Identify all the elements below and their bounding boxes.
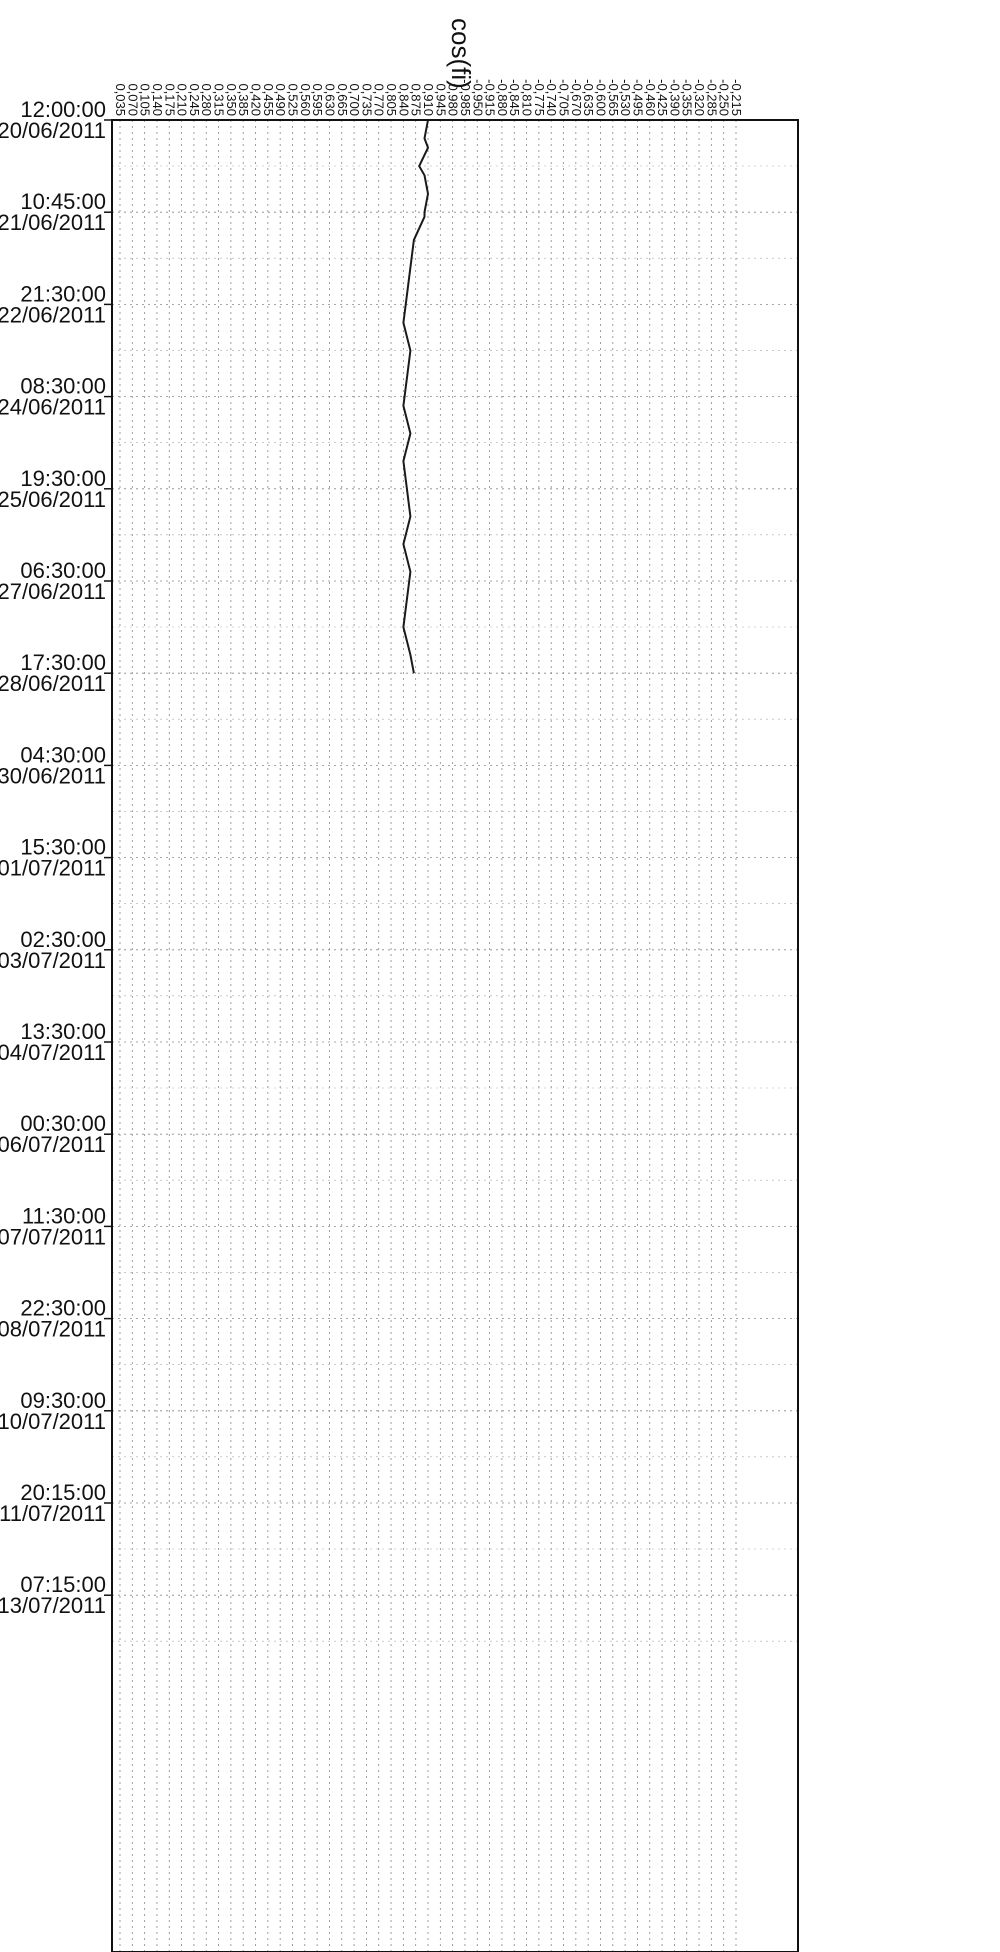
x-tick-label: 0,070 xyxy=(125,83,140,116)
x-tick-labels: 0,0350,0700,1050,1400,1750,2100,2450,280… xyxy=(113,79,744,116)
x-tick-label: 0,770 xyxy=(372,83,387,116)
y-tick-date: 24/06/2011 xyxy=(0,395,106,420)
x-tick-label: 0,210 xyxy=(175,83,190,116)
y-tick-time: 02:30:00 xyxy=(20,927,106,952)
y-tick-date: 22/06/2011 xyxy=(0,302,106,327)
y-tick-date: 04/07/2011 xyxy=(0,1040,106,1065)
y-tick-time: 09:30:00 xyxy=(20,1388,106,1413)
plot-frame xyxy=(111,119,799,1952)
x-tick-label: 0,385 xyxy=(236,83,251,116)
x-tick-label: 0,455 xyxy=(261,83,276,116)
x-tick-label: -0,320 xyxy=(692,79,707,116)
x-tick-label: 0,700 xyxy=(347,83,362,116)
x-tick-label: -0,285 xyxy=(704,79,719,116)
y-tick-date: 27/06/2011 xyxy=(0,579,106,604)
x-tick-label: -0,530 xyxy=(618,79,633,116)
grid xyxy=(104,119,798,1952)
x-tick-label: 0,560 xyxy=(298,83,313,116)
y-tick-date: 30/06/2011 xyxy=(0,763,106,788)
y-tick-time: 11:30:00 xyxy=(22,1203,106,1228)
y-tick-date: 11/07/2011 xyxy=(0,1501,106,1526)
x-tick-label: 0,735 xyxy=(359,83,374,116)
x-tick-label: -0,565 xyxy=(606,79,621,116)
y-tick-date: 06/07/2011 xyxy=(0,1132,106,1157)
y-tick-time: 13:30:00 xyxy=(20,1019,106,1044)
y-tick-time: 22:30:00 xyxy=(20,1296,106,1321)
x-tick-label: 0,105 xyxy=(138,83,153,116)
x-tick-label: 0,595 xyxy=(310,83,325,116)
x-tick-label: 0,350 xyxy=(224,83,239,116)
y-tick-date: 01/07/2011 xyxy=(0,856,106,881)
x-tick-label: -0,460 xyxy=(643,79,658,116)
traces xyxy=(402,119,430,674)
x-tick-label: 0,945 xyxy=(433,83,448,116)
x-tick-label: -0,880 xyxy=(495,79,510,116)
x-tick-label: 0,840 xyxy=(396,83,411,116)
x-tick-label: 0,490 xyxy=(273,83,288,116)
x-tick-label: 0,630 xyxy=(322,83,337,116)
y-tick-time: 04:30:00 xyxy=(20,742,106,767)
x-tick-label: -0,740 xyxy=(544,79,559,116)
y-tick-time: 15:30:00 xyxy=(20,835,106,860)
y-tick-time: 07:15:00 xyxy=(20,1572,106,1597)
x-tick-label: 0,140 xyxy=(150,83,165,116)
y-tick-date: 03/07/2011 xyxy=(0,948,106,973)
x-tick-label: 0,315 xyxy=(212,83,227,116)
x-tick-label: -0,670 xyxy=(569,79,584,116)
x-tick-label: -0,495 xyxy=(630,79,645,116)
x-tick-label: 0,420 xyxy=(249,83,264,116)
y-tick-time: 06:30:00 xyxy=(20,558,106,583)
y-tick-date: 21/06/2011 xyxy=(0,210,106,235)
y-tick-time: 10:45:00 xyxy=(20,189,106,214)
x-tick-label: -0,985 xyxy=(458,79,473,116)
x-tick-label: -0,915 xyxy=(483,79,498,116)
y-tick-time: 21:30:00 xyxy=(20,281,106,306)
x-tick-label: -0,355 xyxy=(680,79,695,116)
y-tick-time: 00:30:00 xyxy=(20,1111,106,1136)
y-tick-date: 25/06/2011 xyxy=(0,487,106,512)
series-line xyxy=(402,119,430,674)
y-tick-time: 08:30:00 xyxy=(20,374,106,399)
x-tick-label: -0,390 xyxy=(667,79,682,116)
x-tick-label: 0,910 xyxy=(421,83,436,116)
y-tick-date: 08/07/2011 xyxy=(0,1317,106,1342)
x-tick-label: -0,425 xyxy=(655,79,670,116)
x-tick-label: -0,215 xyxy=(729,79,744,116)
x-tick-label: -0,600 xyxy=(593,79,608,116)
y-tick-date: 07/07/2011 xyxy=(0,1224,106,1249)
x-tick-label: -0,810 xyxy=(520,79,535,116)
y-tick-date: 28/06/2011 xyxy=(0,671,106,696)
y-tick-time: 17:30:00 xyxy=(20,650,106,675)
x-tick-label: 0,980 xyxy=(446,83,461,116)
x-tick-label: -0,775 xyxy=(532,79,547,116)
x-tick-label: -0,950 xyxy=(470,79,485,116)
y-tick-time: 20:15:00 xyxy=(20,1480,106,1505)
y-tick-date: 10/07/2011 xyxy=(0,1409,106,1434)
x-tick-label: -0,845 xyxy=(507,79,522,116)
y-tick-time: 12:00:00 xyxy=(20,97,106,122)
x-tick-label: 0,280 xyxy=(199,83,214,116)
x-tick-label: -0,705 xyxy=(557,79,572,116)
x-tick-label: 0,175 xyxy=(162,83,177,116)
x-tick-label: 0,035 xyxy=(113,83,128,116)
chart-title: cos(fi) xyxy=(446,18,476,89)
x-tick-label: -0,635 xyxy=(581,79,596,116)
y-tick-time: 19:30:00 xyxy=(20,466,106,491)
x-tick-label: 0,245 xyxy=(187,83,202,116)
x-tick-label: 0,875 xyxy=(409,83,424,116)
x-tick-label: 0,665 xyxy=(335,83,350,116)
x-tick-label: 0,525 xyxy=(285,83,300,116)
x-tick-label: -0,250 xyxy=(717,79,732,116)
y-tick-date: 20/06/2011 xyxy=(0,118,106,143)
y-tick-date: 13/07/2011 xyxy=(0,1593,106,1618)
x-tick-label: 0,805 xyxy=(384,83,399,116)
